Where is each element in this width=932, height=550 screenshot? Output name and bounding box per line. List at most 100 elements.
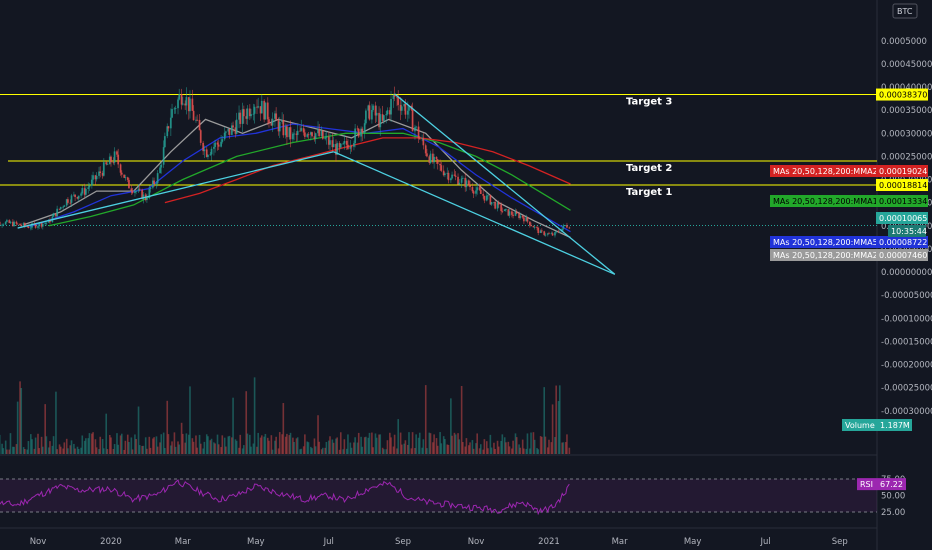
time-axis-label: Mar <box>612 537 629 547</box>
volume-bar <box>410 448 413 454</box>
volume-bar <box>489 434 492 454</box>
candle-body <box>184 103 187 106</box>
volume-bar <box>457 433 459 454</box>
candle-body <box>88 185 91 188</box>
volume-bar <box>52 436 55 454</box>
candle-body <box>551 233 554 236</box>
countdown-tag <box>888 225 926 237</box>
candle-body <box>195 119 197 121</box>
candle-body <box>120 172 123 175</box>
candle-body <box>126 177 129 180</box>
candle-body <box>372 105 374 110</box>
candle-body <box>241 109 244 124</box>
volume-bar <box>339 432 342 454</box>
volume-bar <box>33 448 36 454</box>
volume-bar <box>478 448 481 454</box>
volume-bar <box>207 436 209 454</box>
volume-bar <box>496 440 499 454</box>
trendline <box>394 93 616 275</box>
candle-body <box>169 117 172 129</box>
candle-body <box>63 205 66 207</box>
volume-bar <box>392 446 395 454</box>
candle-body <box>221 139 224 142</box>
candle-body <box>518 213 520 218</box>
volume-bar <box>436 445 439 454</box>
candle-body <box>483 195 486 201</box>
candle-body <box>230 125 233 135</box>
volume-bar <box>389 432 391 454</box>
time-axis-label: Nov <box>468 537 485 547</box>
candle-body <box>278 121 281 132</box>
candle-body <box>443 173 446 176</box>
candle-body <box>406 110 409 115</box>
candle-body <box>396 96 398 98</box>
candle-body <box>113 151 116 163</box>
volume-bar <box>113 444 116 454</box>
volume-bar <box>34 437 37 454</box>
candle-body <box>515 211 518 214</box>
volume-bar <box>241 448 244 454</box>
volume-bar <box>349 442 352 454</box>
volume-bar <box>371 432 373 454</box>
candle-body <box>475 190 477 194</box>
volume-name-text: Volume <box>845 421 875 430</box>
candle-body <box>363 123 366 133</box>
candle-body <box>245 116 248 119</box>
candle-body <box>131 190 134 194</box>
volume-bar <box>368 432 371 454</box>
volume-bar <box>295 438 298 454</box>
candle-body <box>386 110 389 115</box>
volume-bar <box>191 438 194 454</box>
candle-body <box>209 154 212 156</box>
volume-bar <box>511 448 513 454</box>
candle-body <box>180 94 183 105</box>
candle-body <box>306 134 309 137</box>
candle-body <box>116 151 118 155</box>
volume-bar <box>292 437 294 454</box>
candle-body <box>268 119 270 124</box>
candle-body <box>426 153 428 157</box>
volume-bar <box>347 434 349 454</box>
volume-bar <box>198 434 201 454</box>
volume-bar <box>532 432 535 454</box>
volume-bar <box>55 391 57 454</box>
volume-bar <box>322 447 324 454</box>
volume-bar <box>209 440 212 454</box>
volume-bar <box>462 442 464 454</box>
volume-bar <box>146 448 148 454</box>
volume-bar <box>429 433 432 454</box>
volume-bar <box>288 435 291 454</box>
volume-bar <box>1 443 3 454</box>
candle-body <box>314 133 317 139</box>
candle-body <box>554 232 556 236</box>
trendline <box>333 151 616 275</box>
volume-bar <box>19 381 21 454</box>
candle-body <box>23 223 26 226</box>
volume-bar <box>432 442 434 454</box>
candle-body <box>196 119 199 121</box>
candle-body <box>45 222 48 224</box>
candle-body <box>213 146 215 149</box>
candle-body <box>543 231 546 235</box>
candle-body <box>292 133 294 140</box>
candle-body <box>192 110 195 121</box>
volume-bar <box>195 435 197 454</box>
candle-body <box>282 119 285 136</box>
volume-bar <box>536 448 538 454</box>
volume-bar <box>307 442 310 454</box>
candle-body <box>497 202 500 205</box>
volume-bar <box>119 435 122 454</box>
volume-bar <box>92 432 94 454</box>
candle-body <box>325 136 328 138</box>
volume-bar <box>74 448 76 454</box>
candle-body <box>557 231 560 233</box>
volume-bar <box>192 441 195 454</box>
rsi-value-tag <box>876 478 906 491</box>
volume-bar <box>159 442 161 454</box>
candle-body <box>357 128 360 137</box>
volume-bar <box>397 419 400 454</box>
candle-body <box>141 189 144 200</box>
candle-body <box>307 134 310 136</box>
rsi-line <box>0 479 570 516</box>
